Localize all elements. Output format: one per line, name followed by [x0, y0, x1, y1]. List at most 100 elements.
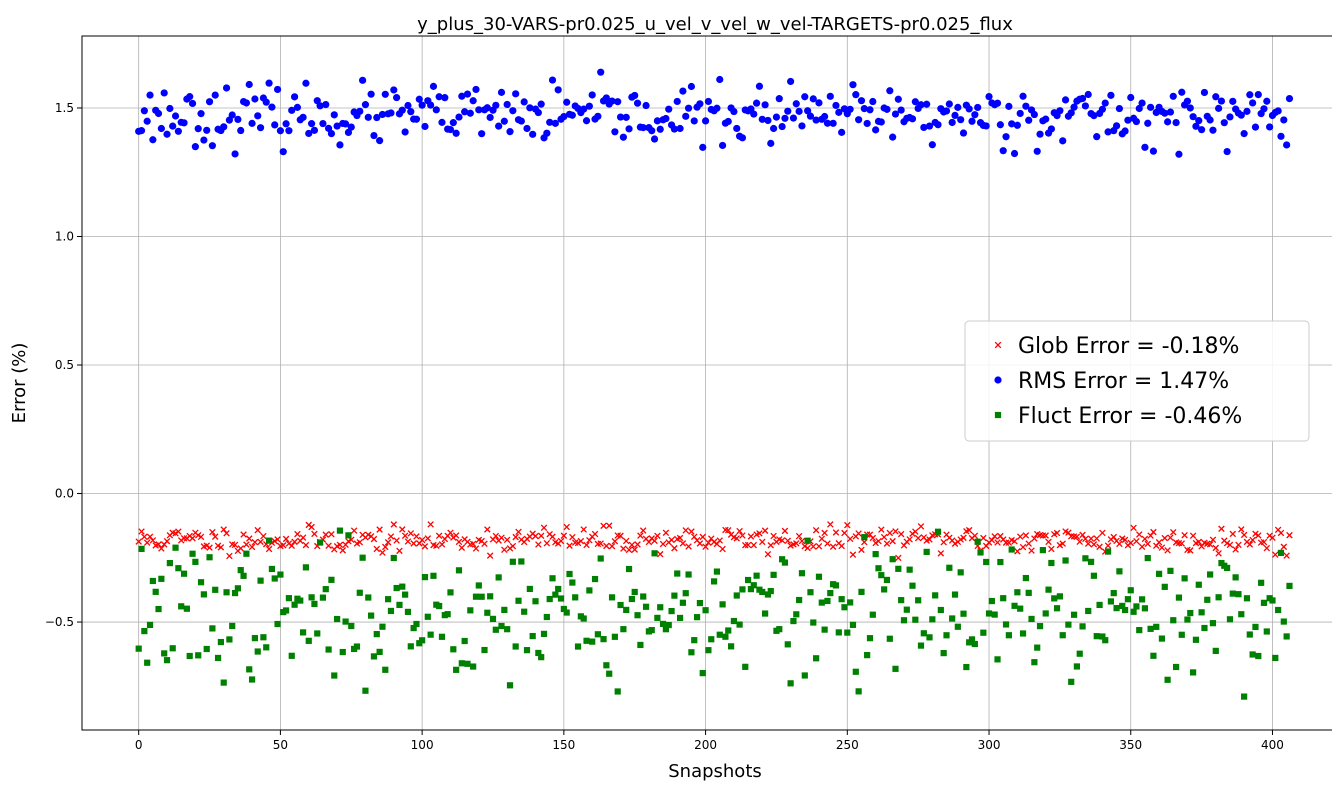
data-point — [370, 131, 378, 140]
data-point — [869, 534, 877, 542]
y-axis-label: Error (%) — [9, 343, 30, 424]
data-point — [1102, 637, 1109, 644]
data-point — [631, 91, 639, 100]
data-point — [679, 599, 687, 606]
data-point — [543, 540, 551, 547]
data-point — [534, 108, 542, 117]
data-point — [1065, 621, 1072, 628]
data-point — [149, 136, 157, 144]
data-point — [399, 583, 406, 590]
data-point — [251, 95, 259, 103]
data-point — [1258, 579, 1265, 586]
data-point — [767, 139, 775, 147]
data-point — [143, 539, 151, 546]
data-point — [1096, 601, 1103, 609]
data-point — [305, 129, 313, 138]
data-point — [724, 117, 732, 126]
data-point — [512, 533, 519, 541]
data-point — [413, 533, 420, 540]
data-point — [772, 113, 781, 121]
data-point — [965, 105, 973, 113]
data-point — [849, 551, 857, 558]
data-point — [248, 676, 256, 683]
data-point — [755, 82, 764, 90]
data-point — [684, 104, 693, 112]
data-point — [1255, 652, 1262, 660]
data-point — [282, 607, 290, 614]
data-point — [959, 129, 968, 137]
data-point — [322, 531, 330, 538]
data-point — [197, 533, 205, 541]
data-point — [631, 588, 638, 596]
data-point — [526, 104, 534, 112]
data-point — [1022, 532, 1030, 539]
data-point — [501, 546, 508, 554]
data-point — [690, 117, 698, 125]
data-point — [1158, 544, 1166, 551]
data-point — [279, 542, 287, 549]
data-point — [319, 594, 327, 601]
data-point — [208, 142, 216, 150]
data-point — [260, 634, 267, 641]
data-point — [1243, 107, 1251, 115]
x-tick-label: 250 — [836, 738, 859, 752]
data-point — [486, 113, 494, 122]
data-point — [704, 97, 713, 106]
data-point — [1238, 611, 1245, 618]
data-point — [435, 532, 443, 540]
data-point — [753, 572, 760, 579]
data-point — [1107, 598, 1115, 605]
data-point — [537, 532, 545, 540]
data-point — [1192, 122, 1200, 130]
data-point — [421, 543, 429, 550]
data-point — [407, 530, 415, 537]
data-point — [739, 532, 746, 539]
data-point — [492, 532, 500, 540]
data-point — [821, 112, 829, 121]
data-point — [367, 90, 375, 98]
data-point — [891, 110, 900, 118]
data-point — [1254, 90, 1262, 99]
data-point — [1121, 127, 1129, 135]
data-point — [1226, 541, 1234, 549]
data-point — [1121, 536, 1129, 544]
data-point — [784, 107, 792, 115]
data-point — [1189, 532, 1197, 540]
data-point — [1226, 616, 1234, 623]
axis-ticks: 0 50 100 150 200 250 300 350 400 −0.5 0.0 0.5 1.0 1.5 — [45, 101, 1284, 752]
data-point — [929, 616, 936, 623]
data-point — [569, 579, 576, 586]
data-point — [827, 521, 834, 528]
data-point — [781, 559, 789, 566]
x-tick-label: 100 — [411, 738, 434, 752]
data-point — [1127, 587, 1134, 594]
data-point — [243, 550, 250, 557]
data-point — [633, 99, 642, 107]
data-point — [580, 526, 587, 533]
data-point — [169, 122, 177, 130]
data-point — [217, 638, 224, 646]
data-point — [257, 538, 264, 546]
data-point — [1172, 663, 1180, 671]
data-point — [1084, 540, 1092, 547]
data-point — [1110, 590, 1117, 597]
data-point — [1207, 571, 1214, 578]
data-point — [1246, 91, 1254, 99]
data-point — [960, 610, 967, 617]
data-point — [945, 100, 953, 108]
data-point — [752, 99, 761, 107]
data-point — [616, 113, 625, 121]
data-point — [676, 534, 684, 542]
data-point — [855, 688, 862, 695]
data-point — [189, 534, 196, 542]
data-point — [620, 626, 627, 633]
data-point — [180, 570, 188, 577]
data-point — [1051, 595, 1058, 602]
data-point — [847, 599, 854, 606]
data-point — [390, 554, 397, 562]
data-point — [883, 540, 891, 547]
data-point — [242, 99, 250, 107]
data-point — [583, 637, 590, 644]
data-point — [279, 148, 287, 156]
data-point — [1146, 103, 1155, 111]
